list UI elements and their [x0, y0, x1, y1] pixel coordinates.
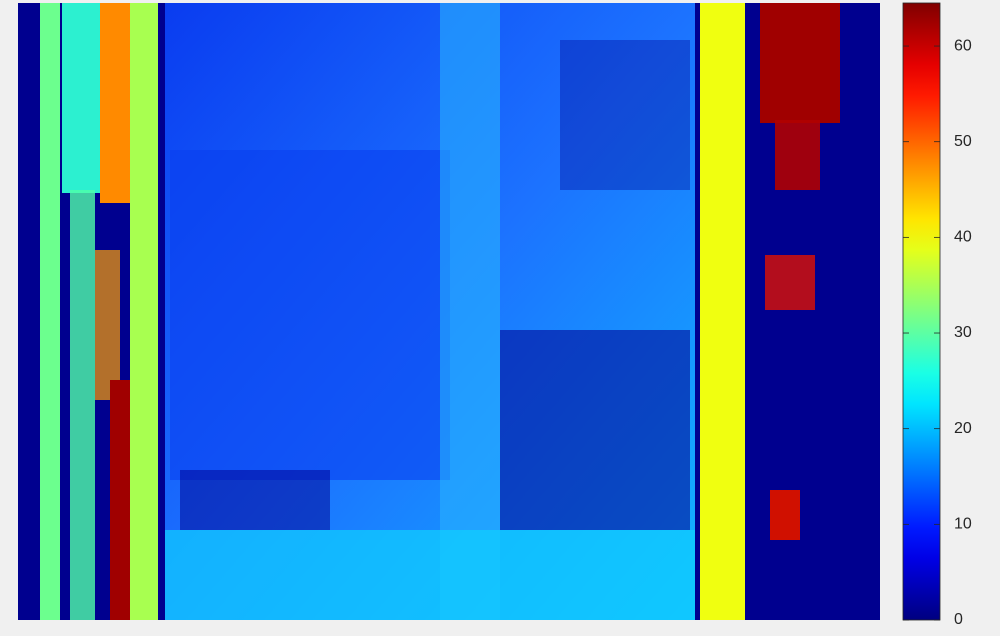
colorbar-tick-label: 60	[954, 37, 972, 54]
colorbar-tick-label: 20	[954, 420, 972, 437]
colorbar-tick-label: 10	[954, 516, 972, 533]
colorbar-tick-label: 30	[954, 324, 972, 341]
colorbar	[903, 3, 940, 620]
colorbar-tick-label: 0	[954, 611, 963, 628]
image	[18, 3, 880, 620]
colorbar-tick-label: 50	[954, 133, 972, 150]
colorbar-tick-label: 40	[954, 229, 972, 246]
figure: 0 10 20 30 40 50 60	[0, 0, 1000, 631]
